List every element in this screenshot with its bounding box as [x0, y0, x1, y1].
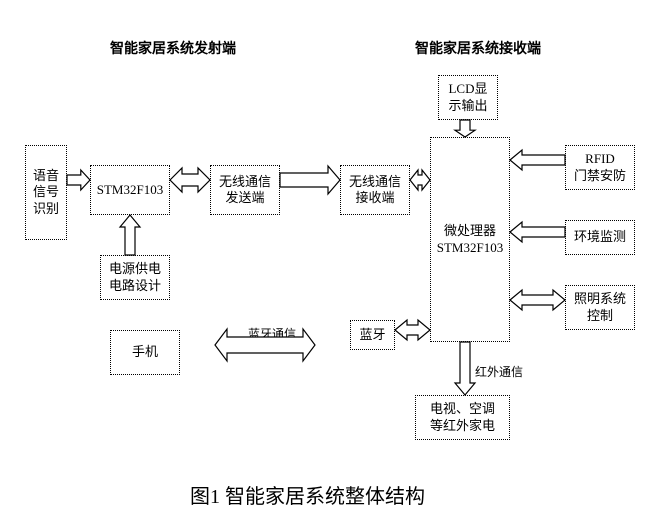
arrow-mcu-to-ir	[455, 342, 475, 395]
arrow-tx-to-rx	[280, 166, 340, 194]
node-voice-recog: 语音信号识别	[25, 145, 67, 240]
arrow-mcu-to-light	[510, 290, 565, 310]
node-mcu-tx: STM32F103	[90, 165, 170, 215]
node-mcu-rx: 微处理器STM32F103	[430, 137, 510, 342]
arrow-power-to-mcu	[120, 215, 140, 255]
node-wireless-tx: 无线通信发送端	[210, 165, 280, 215]
node-bluetooth: 蓝牙	[350, 320, 395, 350]
arrow-bt-to-mcu	[395, 320, 430, 340]
arrow-rx-to-mcu	[410, 170, 430, 190]
node-wireless-rx: 无线通信接收端	[340, 165, 410, 215]
node-rfid: RFID门禁安防	[565, 145, 635, 190]
arrow-mcu-to-rfid	[510, 150, 565, 170]
figure-caption: 图1 智能家居系统整体结构	[190, 480, 425, 509]
arrow-voice-to-mcu	[67, 170, 90, 190]
node-phone: 手机	[110, 330, 180, 375]
node-power: 电源供电电路设计	[100, 255, 170, 300]
arrow-mcu-to-tx	[170, 168, 210, 192]
arrow-lcd-to-mcu	[455, 120, 475, 137]
label-bt-comm: 蓝牙通信	[248, 325, 296, 342]
node-lcd: LCD显示输出	[438, 75, 498, 120]
node-env: 环境监测	[565, 220, 635, 255]
section-title-right: 智能家居系统接收端	[415, 38, 541, 58]
arrows-layer	[0, 0, 658, 515]
label-ir-comm: 红外通信	[475, 363, 523, 380]
section-title-left: 智能家居系统发射端	[110, 38, 236, 58]
node-light: 照明系统控制	[565, 285, 635, 330]
node-ir-appliance: 电视、空调等红外家电	[415, 395, 510, 440]
diagram-canvas: 智能家居系统发射端 智能家居系统接收端 语音信号识别 STM32F103 电源供…	[0, 0, 658, 515]
arrow-mcu-to-env	[510, 222, 565, 242]
